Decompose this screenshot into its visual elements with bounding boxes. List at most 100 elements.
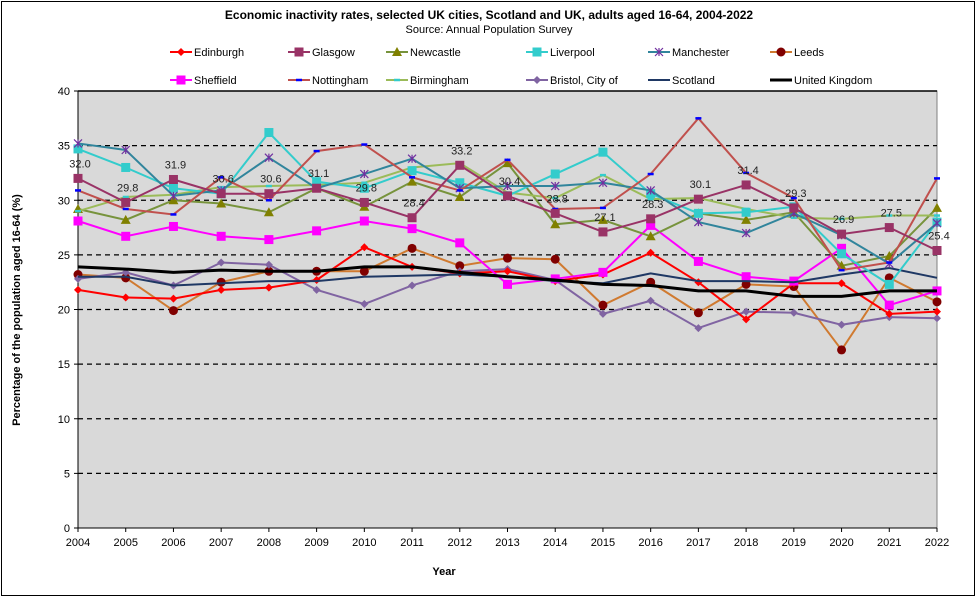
data-point: [216, 198, 227, 208]
series-sheffield: [73, 216, 942, 310]
x-tick-label: 2017: [686, 537, 710, 549]
data-label: 30.1: [690, 179, 711, 191]
x-tick-label: 2022: [925, 537, 949, 549]
data-point: [121, 293, 130, 302]
legend-item: Glasgow: [288, 47, 355, 59]
y-tick-label: 40: [58, 86, 70, 98]
data-point: [455, 160, 465, 170]
data-point: [693, 256, 703, 266]
data-point: [645, 231, 656, 241]
data-point: [359, 216, 369, 226]
data-label: 31.4: [737, 165, 758, 177]
data-label: 30.6: [260, 174, 281, 186]
legend-label: Newcastle: [410, 47, 461, 59]
data-point: [169, 191, 178, 201]
data-point: [121, 145, 131, 155]
data-point: [550, 181, 560, 191]
data-point: [837, 345, 847, 355]
data-point: [933, 314, 941, 323]
data-point: [837, 320, 846, 329]
legend-item: Bristol, City of: [526, 75, 619, 87]
data-point: [216, 231, 226, 241]
data-label: 28.8: [547, 193, 568, 205]
data-point: [502, 158, 513, 168]
x-tick-label: 2007: [209, 537, 233, 549]
chart-title: Economic inactivity rates, selected UK c…: [225, 8, 754, 22]
legend-marker: [294, 47, 304, 57]
data-point: [407, 176, 418, 186]
data-point: [217, 285, 226, 294]
data-point: [407, 154, 417, 164]
x-tick-label: 2020: [829, 537, 853, 549]
data-point: [693, 208, 703, 218]
x-tick-label: 2008: [257, 537, 281, 549]
data-label: 28.4: [403, 198, 424, 210]
data-point: [789, 308, 798, 317]
data-label: 25.4: [928, 231, 949, 243]
data-point: [598, 267, 608, 277]
data-point: [789, 276, 799, 286]
data-point: [408, 281, 417, 290]
data-point: [884, 300, 894, 310]
data-point: [121, 231, 131, 241]
legend-item: Leeds: [770, 47, 824, 59]
x-tick-label: 2012: [448, 537, 472, 549]
data-point: [503, 279, 512, 289]
data-point: [455, 178, 465, 188]
legend-marker: [176, 75, 186, 85]
data-point: [503, 181, 512, 191]
data-point: [646, 296, 655, 305]
data-point: [169, 294, 178, 303]
data-point: [455, 238, 465, 248]
legend-label: Sheffield: [194, 75, 237, 87]
y-tick-label: 35: [58, 141, 70, 153]
x-tick-label: 2009: [304, 537, 328, 549]
data-point: [120, 214, 131, 224]
data-point: [312, 177, 322, 187]
data-point: [550, 208, 560, 218]
x-tick-label: 2019: [782, 537, 806, 549]
data-point: [312, 226, 322, 236]
x-tick-label: 2010: [352, 537, 376, 549]
data-point: [503, 191, 512, 201]
y-tick-label: 0: [64, 523, 70, 535]
data-point: [693, 308, 703, 318]
legend-marker: [177, 48, 185, 56]
data-point: [694, 324, 703, 333]
legend-label: Glasgow: [312, 47, 355, 59]
data-point: [837, 243, 847, 253]
data-point: [646, 214, 656, 224]
data-point: [312, 183, 322, 193]
data-point: [932, 246, 942, 256]
data-point: [312, 285, 321, 294]
y-tick-label: 20: [58, 305, 70, 317]
legend-marker: [533, 76, 541, 84]
data-point: [598, 178, 608, 188]
data-point: [789, 203, 799, 213]
data-point: [884, 223, 894, 233]
data-point: [837, 229, 847, 239]
legend-item: Scotland: [648, 75, 715, 87]
legend-item: Edinburgh: [170, 47, 244, 59]
x-tick-label: 2016: [638, 537, 662, 549]
legend-label: Scotland: [672, 75, 715, 87]
data-point: [837, 249, 847, 259]
data-point: [216, 189, 226, 199]
data-label: 29.8: [356, 182, 377, 194]
legend-label: Birmingham: [410, 75, 469, 87]
data-point: [360, 300, 369, 309]
legend-item: Birmingham: [386, 75, 469, 87]
legend-label: Nottingham: [312, 75, 368, 87]
data-point: [264, 260, 273, 269]
data-point: [646, 248, 655, 257]
data-point: [503, 253, 512, 263]
data-point: [168, 306, 178, 316]
data-point: [598, 309, 607, 318]
legend-item: Nottingham: [288, 75, 368, 87]
data-point: [73, 173, 83, 183]
data-label: 28.3: [642, 199, 663, 211]
data-point: [598, 227, 608, 237]
data-point: [598, 300, 608, 310]
data-point: [359, 169, 369, 179]
